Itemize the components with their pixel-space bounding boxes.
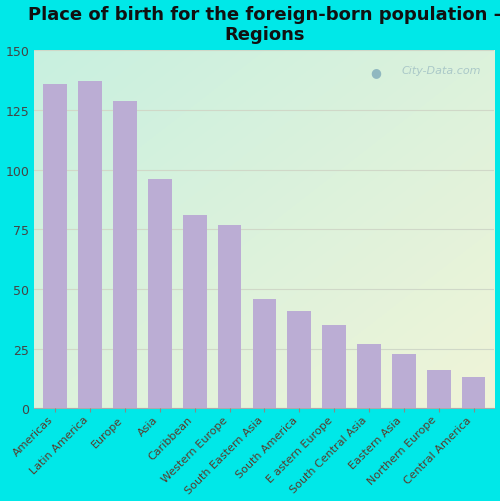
Bar — [392, 354, 415, 409]
Bar — [183, 216, 206, 409]
Bar — [44, 85, 67, 409]
Text: ●: ● — [370, 66, 381, 79]
Text: City-Data.com: City-Data.com — [401, 66, 480, 76]
Bar — [148, 180, 172, 409]
Bar — [357, 344, 381, 409]
Bar — [113, 101, 137, 409]
Bar — [322, 325, 346, 409]
Bar — [78, 82, 102, 409]
Bar — [252, 299, 276, 409]
Bar — [427, 370, 450, 409]
Title: Place of birth for the foreign-born population -
Regions: Place of birth for the foreign-born popu… — [28, 6, 500, 44]
Bar — [218, 225, 242, 409]
Bar — [462, 378, 485, 409]
Bar — [288, 311, 311, 409]
